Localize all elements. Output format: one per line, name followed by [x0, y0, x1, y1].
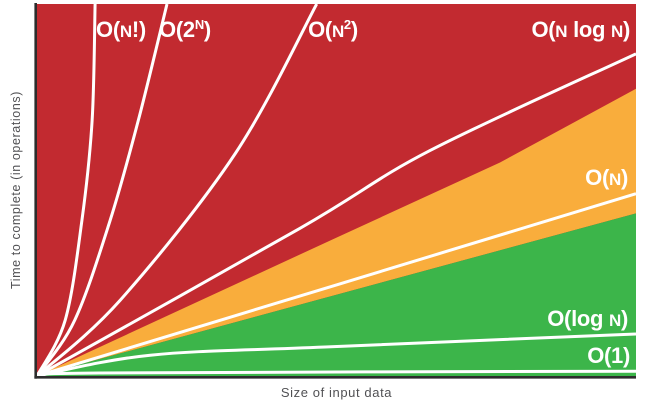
region-orange: [37, 88, 636, 377]
y-axis-label: Time to complete (in operations): [9, 91, 23, 289]
curve-label-n-squared: O(N2): [308, 17, 358, 42]
curve-constant: [37, 369, 636, 378]
curve-n-factorial: [37, 4, 97, 377]
curve-n-log-n: [37, 52, 636, 378]
curve-label-two-pow-n: O(2N): [159, 17, 211, 42]
curve-log-n: [37, 332, 636, 378]
curve-two-pow-n: [37, 4, 169, 377]
curve-n-linear: [37, 192, 636, 378]
curve-label-log-n: O(log N): [547, 306, 628, 331]
curve-label-n-linear: O(N): [585, 165, 628, 190]
curve-n-squared: [37, 4, 319, 378]
x-axis-label: Size of input data: [280, 385, 393, 400]
curve-label-n-log-n: O(N log N): [531, 17, 630, 42]
curve-label-n-factorial: O(N!): [96, 17, 146, 42]
plot-area: [37, 4, 636, 378]
curve-label-constant: O(1): [587, 343, 630, 368]
region-green: [37, 213, 636, 376]
